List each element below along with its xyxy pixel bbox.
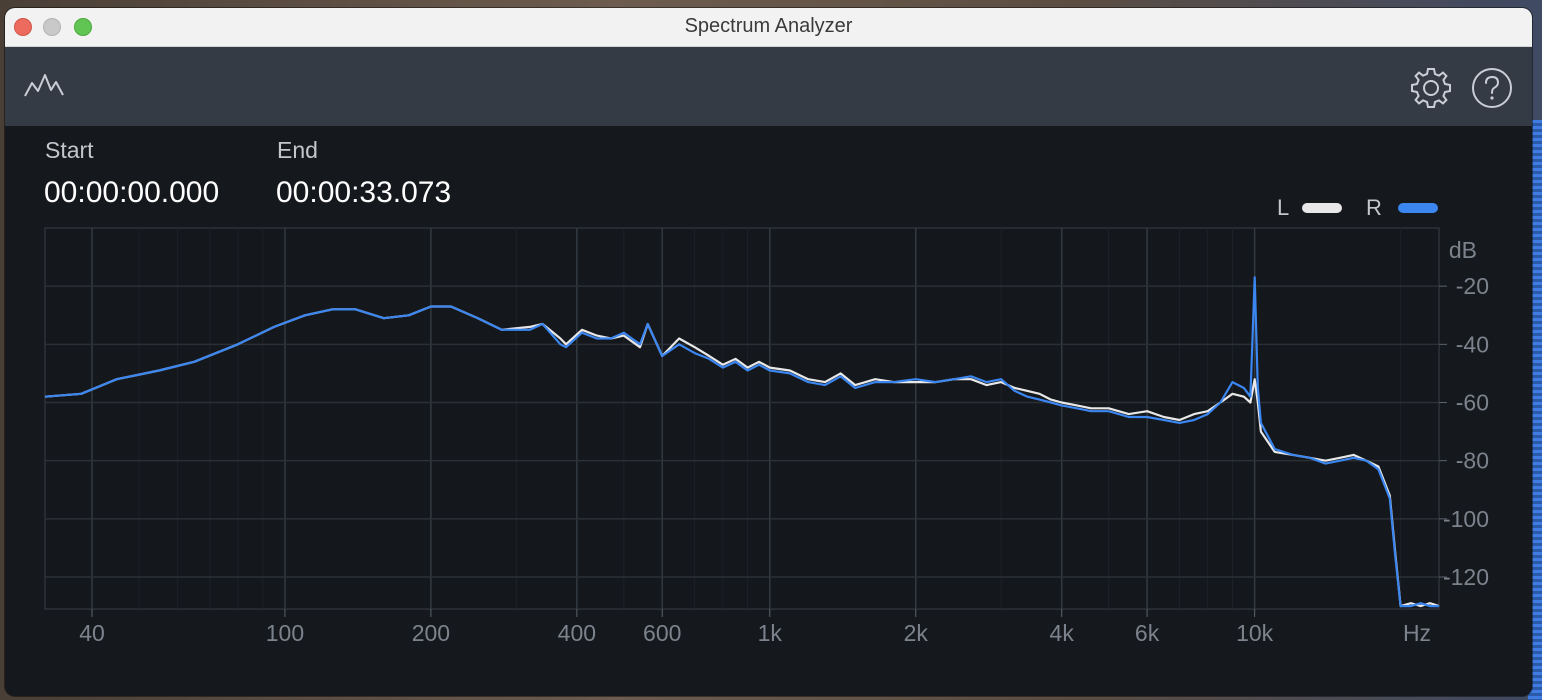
- end-label: End: [277, 137, 318, 163]
- spectrum-waveform-icon[interactable]: [23, 71, 67, 101]
- legend-left-label: L: [1277, 195, 1290, 220]
- x-tick-label: 1k: [758, 620, 783, 646]
- x-unit-label: Hz: [1403, 620, 1431, 646]
- x-tick-label: 2k: [904, 620, 929, 646]
- start-label: Start: [45, 137, 94, 163]
- y-unit-label: dB: [1449, 237, 1477, 263]
- y-tick-label: -60: [1456, 390, 1489, 416]
- x-tick-label: 10k: [1236, 620, 1274, 646]
- x-tick-label: 100: [266, 620, 304, 646]
- legend-right-label: R: [1366, 195, 1382, 220]
- x-tick-label: 600: [643, 620, 681, 646]
- y-tick-label: -20: [1456, 273, 1489, 299]
- window-title: Spectrum Analyzer: [684, 15, 853, 37]
- spectrum-line-r: [44, 276, 1439, 608]
- legend-left-swatch: [1302, 203, 1342, 213]
- end-time-value: 00:00:33.073: [276, 176, 452, 209]
- minimize-button[interactable]: [43, 18, 61, 36]
- analyzer-content: Start 00:00:00.000 End 00:00:33.073 L R …: [5, 126, 1532, 696]
- y-tick-label: -40: [1456, 331, 1489, 357]
- x-tick-label: 400: [558, 620, 596, 646]
- title-bar[interactable]: Spectrum Analyzer: [5, 8, 1532, 47]
- close-button[interactable]: [14, 18, 32, 36]
- y-tick-label: -80: [1456, 448, 1489, 474]
- plot-area: [44, 227, 1440, 610]
- toolbar: [5, 47, 1532, 126]
- y-tick-label: -120: [1443, 564, 1489, 590]
- x-tick-label: 4k: [1050, 620, 1075, 646]
- y-tick-label: -100: [1443, 506, 1489, 532]
- legend-right-swatch: [1398, 203, 1438, 213]
- x-tick-label: 40: [79, 620, 105, 646]
- x-tick-label: 6k: [1135, 620, 1160, 646]
- start-time-value: 00:00:00.000: [44, 176, 220, 209]
- spectrum-analyzer-window: Spectrum Analyzer Start 00:00:00.000 End…: [5, 8, 1532, 696]
- gear-icon[interactable]: [1409, 66, 1453, 110]
- zoom-button[interactable]: [74, 18, 92, 36]
- spectrum-chart[interactable]: 40 100 200 400 600 1k 2k 4k 6k 10k Hz -20 -40 -60 -80 -…: [5, 126, 1532, 696]
- help-icon[interactable]: [1470, 66, 1514, 110]
- x-tick-label: 200: [412, 620, 450, 646]
